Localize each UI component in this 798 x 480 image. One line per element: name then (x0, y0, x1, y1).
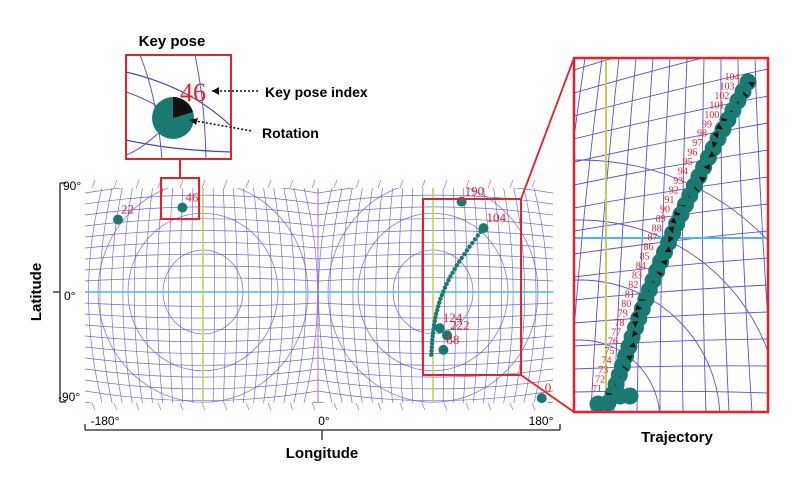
edge-tick (246, 180, 249, 188)
edge-tick (466, 403, 469, 410)
trajectory-dot (438, 297, 442, 301)
latitude-axis: 90° 0° -90° Latitude (28, 179, 81, 404)
edge-tick (532, 180, 535, 188)
edge-tick (488, 180, 491, 188)
lat-tick-0: 0° (64, 289, 76, 303)
grid-curve (318, 172, 553, 183)
edge-tick (400, 403, 403, 410)
longitude-axis: -180° 0° 180° Longitude (85, 414, 560, 462)
trajectory-dot (460, 256, 464, 260)
edge-tick (356, 403, 359, 410)
lon-tick-0: 0° (318, 414, 330, 428)
longitude-axis-label: Longitude (286, 445, 358, 462)
lat-tick-minus90: -90° (58, 390, 80, 404)
trajectory-dot (430, 341, 434, 345)
zoom-pose-index: 71 (592, 384, 602, 395)
edge-tick (334, 180, 337, 188)
trajectory-dot (437, 300, 441, 304)
edge-tick (224, 403, 227, 410)
edge-tick (92, 403, 95, 410)
edge-tick (356, 180, 359, 188)
edge-tick (510, 180, 513, 188)
trajectory-dot (473, 237, 477, 241)
trajectory-dot (434, 312, 438, 316)
lon-tick-180: 180° (529, 414, 554, 428)
edge-tick (202, 403, 205, 410)
trajectory-dot (453, 267, 457, 271)
edge-tick (422, 180, 425, 188)
trajectory-dot (457, 259, 461, 263)
trajectory-dot (445, 282, 449, 286)
edge-tick (400, 180, 403, 188)
key-pose-index-label: 104 (487, 210, 507, 225)
edge-tick (268, 180, 271, 188)
edge-tick (532, 403, 535, 410)
key-pose-index-label: 222 (450, 317, 470, 332)
trajectory-dot (462, 252, 466, 256)
edge-tick (246, 403, 249, 410)
edge-tick (224, 180, 227, 188)
key-pose-index-label: Key pose index (265, 84, 368, 100)
edge-tick (180, 180, 183, 188)
key-pose-title: Key pose (139, 33, 206, 50)
edge-tick (334, 403, 337, 410)
zoom-pose-disc (600, 395, 617, 412)
edge-tick (114, 403, 117, 410)
key-pose-index-number: 46 (180, 78, 206, 107)
rotation-label: Rotation (262, 125, 319, 141)
edge-tick (114, 180, 117, 188)
trajectory-dot (433, 315, 437, 319)
edge-tick (268, 403, 271, 410)
trajectory-dot (435, 308, 439, 312)
trajectory-dot (429, 353, 433, 357)
edge-tick (92, 180, 95, 188)
latitude-axis-label: Latitude (28, 263, 45, 321)
edge-tick (444, 403, 447, 410)
grid-curve (85, 402, 318, 413)
trajectory-connector-top (521, 58, 574, 199)
trajectory-dot (433, 319, 437, 323)
edge-tick (378, 403, 381, 410)
key-pose-index-label: 190 (465, 184, 485, 199)
lon-tick-minus180: -180° (91, 414, 120, 428)
zoom-grid-curve (772, 58, 798, 412)
edge-tick (180, 403, 183, 410)
trajectory-dot (467, 245, 471, 249)
edge-tick (290, 180, 293, 188)
trajectory-title: Trajectory (641, 429, 713, 446)
edge-tick (488, 403, 491, 410)
grid-curve (318, 402, 553, 413)
zoom-grid-curve (574, 415, 768, 420)
trajectory-dot (436, 304, 440, 308)
edge-tick (136, 403, 139, 410)
edge-tick (422, 403, 425, 410)
trajectory-dot (465, 248, 469, 252)
edge-tick (312, 403, 315, 410)
edge-tick (290, 403, 293, 410)
edge-tick (312, 180, 315, 188)
zoom-pose-disc (622, 388, 639, 405)
edge-tick (378, 180, 381, 188)
edge-tick (510, 403, 513, 410)
trajectory-dot (455, 263, 459, 267)
trajectory-dot (476, 233, 480, 237)
key-pose-index-label: 22 (121, 202, 134, 217)
edge-tick (158, 403, 161, 410)
lat-tick-90: 90° (63, 179, 81, 193)
key-pose-index-label: 46 (185, 190, 199, 205)
edge-tick (136, 180, 139, 188)
trajectory-dot (470, 241, 474, 245)
key-pose-index-label: 88 (446, 332, 459, 347)
trajectory-dot (450, 271, 454, 275)
edge-tick (202, 180, 205, 188)
edge-tick (444, 180, 447, 188)
grid-curve (85, 172, 318, 183)
